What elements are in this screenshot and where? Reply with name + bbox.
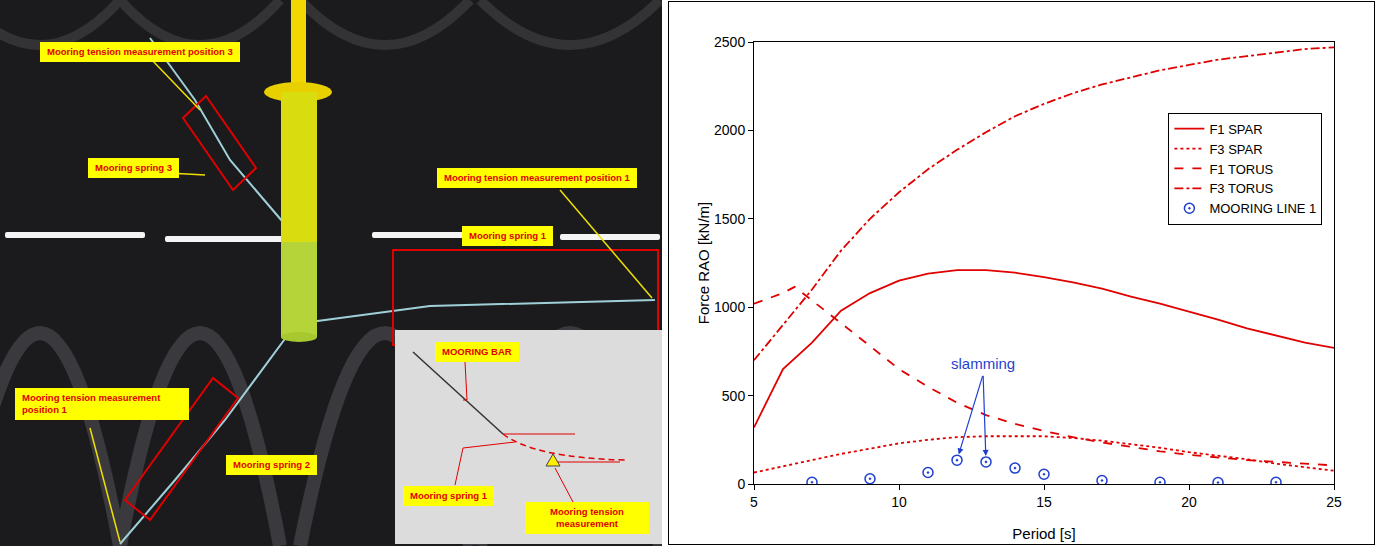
- svg-text:F3 SPAR: F3 SPAR: [1209, 142, 1262, 157]
- svg-text:1000: 1000: [714, 299, 745, 315]
- svg-text:10: 10: [891, 494, 907, 510]
- svg-text:20: 20: [1181, 494, 1197, 510]
- svg-text:2500: 2500: [714, 34, 745, 50]
- svg-text:500: 500: [722, 388, 746, 404]
- svg-text:F1 SPAR: F1 SPAR: [1209, 122, 1262, 137]
- svg-text:slamming: slamming: [951, 355, 1015, 372]
- svg-text:25: 25: [1326, 494, 1342, 510]
- svg-text:Period [s]: Period [s]: [1012, 525, 1075, 542]
- html-text:Mooring tension measurement po: Mooring tension measurement position 1: [444, 172, 630, 183]
- html-text:Mooring spring 3: Mooring spring 3: [95, 162, 173, 173]
- html-text:Mooring tension measurement po: Mooring tension measurement position 1: [22, 392, 161, 415]
- svg-text:F3 TORUS: F3 TORUS: [1209, 181, 1273, 196]
- svg-text:F1 TORUS: F1 TORUS: [1209, 162, 1273, 177]
- svg-text:2000: 2000: [714, 122, 745, 138]
- html-text:Mooring spring 1: Mooring spring 1: [410, 490, 488, 501]
- html-text:Mooring tension measurement: Mooring tension measurement: [550, 506, 624, 529]
- html-text:Mooring spring 1: Mooring spring 1: [469, 230, 547, 241]
- svg-text:5: 5: [750, 494, 758, 510]
- html-text:Mooring spring 2: Mooring spring 2: [233, 459, 311, 470]
- svg-text:0: 0: [737, 476, 745, 492]
- html-text:Mooring tension measurement po: Mooring tension measurement position 3: [47, 46, 233, 57]
- svg-text:Force RAO [kN/m]: Force RAO [kN/m]: [695, 202, 712, 325]
- svg-text:15: 15: [1036, 494, 1052, 510]
- svg-text:MOORING LINE 1: MOORING LINE 1: [1209, 201, 1316, 216]
- svg-text:1500: 1500: [714, 211, 745, 227]
- html-text:MOORING BAR: MOORING BAR: [442, 346, 512, 357]
